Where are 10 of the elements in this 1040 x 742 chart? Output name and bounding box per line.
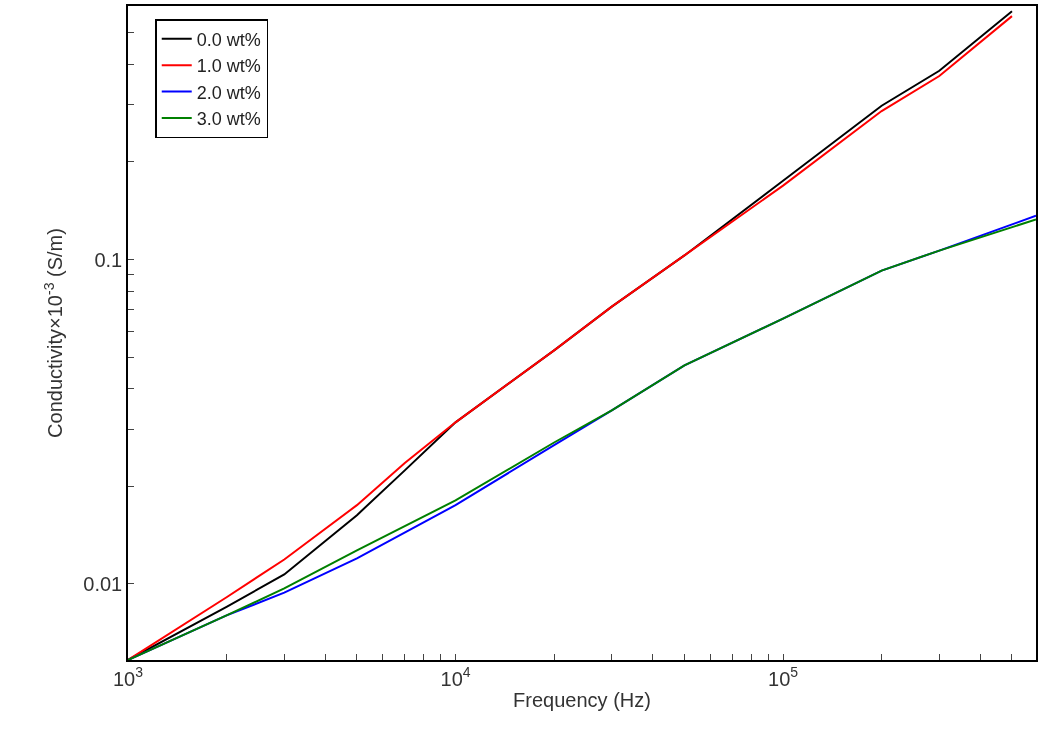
legend-label: 1.0 wt% [196,56,261,77]
y-tick-label: 0.01 [83,572,123,595]
legend-label: 2.0 wt% [196,82,261,103]
legend-label: 0.0 wt% [196,29,261,50]
x-tick-label: 10$^{4}$ [440,664,471,690]
x-tick-label: 10$^{5}$ [768,664,799,690]
y-tick-label: 0.1 [94,248,123,271]
legend-label: 3.0 wt% [196,109,261,129]
x-axis-title: Frequency (Hz) [513,688,651,711]
x-tick-label: 10$^{3}$ [112,664,144,690]
